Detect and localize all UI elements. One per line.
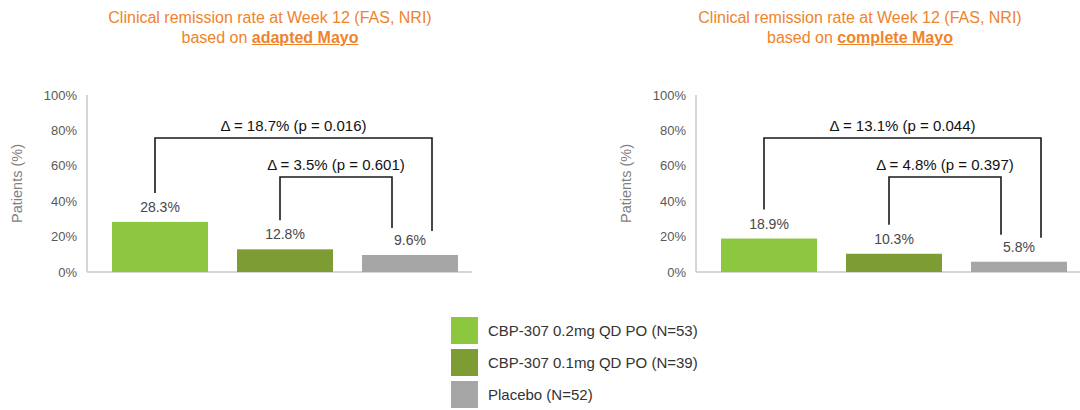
comparison-bracket <box>280 177 392 228</box>
legend-item: CBP-307 0.2mg QD PO (N=53) <box>451 314 698 346</box>
value-label: 5.8% <box>1003 239 1035 255</box>
bar-placebo-n-52 <box>971 262 1067 272</box>
y-tick-label: 0% <box>58 265 77 280</box>
legend: CBP-307 0.2mg QD PO (N=53) CBP-307 0.1mg… <box>451 314 698 410</box>
y-tick-label: 20% <box>660 229 686 244</box>
legend-swatch <box>451 317 478 344</box>
bar-placebo-n-52 <box>362 255 458 272</box>
y-axis-title: Patients (%) <box>618 144 634 223</box>
y-tick-label: 0% <box>667 265 686 280</box>
legend-swatch <box>451 381 478 408</box>
bar-cbp-307-0-1mg-qd-po-n-39 <box>237 249 333 272</box>
y-tick-label: 80% <box>51 123 77 138</box>
legend-label: CBP-307 0.2mg QD PO (N=53) <box>488 322 698 339</box>
legend-label: CBP-307 0.1mg QD PO (N=39) <box>488 354 698 371</box>
legend-item: CBP-307 0.1mg QD PO (N=39) <box>451 346 698 378</box>
legend-label: Placebo (N=52) <box>488 386 593 403</box>
delta-annotation: Δ = 4.8% (p = 0.397) <box>876 156 1014 173</box>
y-tick-label: 40% <box>51 194 77 209</box>
value-label: 9.6% <box>394 232 426 248</box>
legend-item: Placebo (N=52) <box>451 378 698 410</box>
y-axis-title: Patients (%) <box>9 144 25 223</box>
value-label: 12.8% <box>265 226 305 242</box>
clinical-remission-figure: Clinical remission rate at Week 12 (FAS,… <box>0 0 1080 410</box>
bar-cbp-307-0-2mg-qd-po-n-53 <box>721 239 817 272</box>
y-tick-label: 60% <box>660 158 686 173</box>
y-tick-label: 100% <box>653 88 687 103</box>
y-tick-label: 20% <box>51 229 77 244</box>
delta-annotation: Δ = 3.5% (p = 0.601) <box>267 156 405 173</box>
comparison-bracket <box>889 177 1001 235</box>
comparison-bracket <box>155 138 432 231</box>
bar-cbp-307-0-2mg-qd-po-n-53 <box>112 222 208 272</box>
value-label: 10.3% <box>874 231 914 247</box>
legend-swatch <box>451 349 478 376</box>
bar-cbp-307-0-1mg-qd-po-n-39 <box>846 254 942 272</box>
delta-annotation: Δ = 13.1% (p = 0.044) <box>830 117 976 134</box>
comparison-bracket <box>764 138 1041 238</box>
y-tick-label: 80% <box>660 123 686 138</box>
y-tick-label: 40% <box>660 194 686 209</box>
y-tick-label: 60% <box>51 158 77 173</box>
y-tick-label: 100% <box>44 88 78 103</box>
delta-annotation: Δ = 18.7% (p = 0.016) <box>221 117 367 134</box>
value-label: 18.9% <box>749 216 789 232</box>
value-label: 28.3% <box>140 199 180 215</box>
